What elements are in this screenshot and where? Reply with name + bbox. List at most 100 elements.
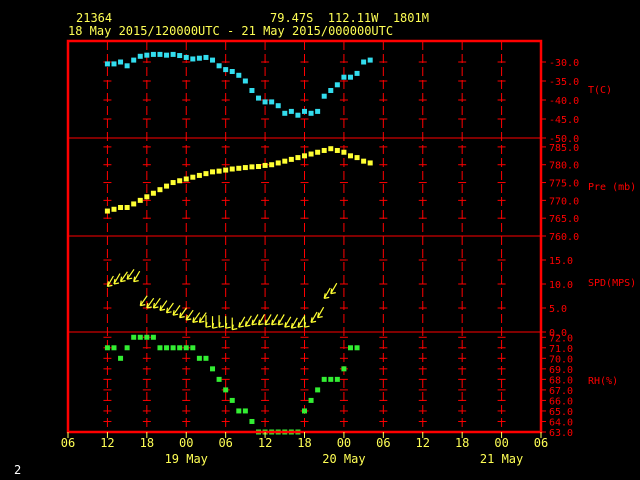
x-tick-label: 00: [337, 436, 351, 450]
wind-barb-head: [192, 320, 198, 323]
temperature-point: [302, 108, 307, 114]
wind-barb-head: [245, 324, 251, 327]
pressure-point: [269, 162, 275, 168]
humidity-point: [328, 376, 334, 382]
wind-barb-head: [251, 319, 254, 325]
temperature-point: [164, 52, 170, 58]
temperature-point: [124, 63, 130, 69]
temperature-tick-label: -40.0: [549, 96, 579, 107]
pressure-point: [170, 180, 176, 186]
wind-barb-head: [140, 304, 146, 307]
wind-barb-head: [205, 322, 208, 328]
page-number: 2: [14, 463, 22, 477]
humidity-point: [216, 376, 222, 382]
humidity-point: [321, 376, 327, 382]
wind-barb-head: [264, 319, 267, 325]
wind-barb-head: [205, 325, 212, 328]
pressure-point: [216, 168, 222, 174]
temperature-point: [111, 61, 117, 67]
temperature-point: [242, 78, 248, 84]
wind-barb-head: [290, 323, 293, 329]
wind-barb-head: [291, 326, 297, 329]
wind-barb: [159, 300, 168, 311]
wind-barb-head: [133, 276, 136, 282]
temperature-point: [223, 67, 229, 73]
temperature-tick-label: -30.0: [549, 58, 579, 69]
x-tick-label: 06: [61, 436, 75, 450]
wind-barb: [133, 270, 141, 282]
x-tick-label: 12: [100, 436, 114, 450]
wind-barb-head: [153, 306, 159, 309]
wind-barb: [139, 295, 148, 306]
x-tick-label: 06: [376, 436, 390, 450]
temperature-point: [118, 59, 124, 65]
wind-barb: [297, 316, 305, 328]
humidity-point: [203, 355, 209, 361]
humidity-point: [341, 366, 347, 372]
humidity-tick-label: 67.0: [549, 386, 573, 397]
pressure-point: [341, 149, 347, 155]
wind-barb: [172, 305, 181, 316]
humidity-point: [170, 345, 176, 351]
time-period: 18 May 2015/120000UTC - 21 May 2015/0000…: [68, 24, 394, 38]
pressure-point: [210, 169, 216, 175]
wind-barb-head: [179, 316, 185, 319]
wind-barb-head: [304, 325, 310, 328]
pressure-point: [367, 160, 373, 166]
pressure-point: [334, 147, 340, 153]
wind-barb: [166, 302, 174, 314]
wind-barb-head: [186, 318, 192, 321]
humidity-point: [229, 397, 235, 403]
temperature-point: [210, 57, 216, 63]
wind-barb: [179, 307, 188, 318]
temperature-point: [183, 54, 189, 60]
humidity-point: [118, 355, 124, 361]
humidity-tick-label: 65.0: [549, 407, 573, 418]
pressure-point: [242, 165, 248, 171]
pressure-point: [177, 178, 183, 184]
wind-barb-head: [238, 322, 241, 328]
x-tick-label: 00: [494, 436, 508, 450]
pressure-tick-label: 760.0: [549, 232, 579, 243]
pressure-tick-label: 780.0: [549, 161, 579, 172]
wind-barb: [310, 311, 318, 323]
wind-barb-head: [211, 323, 215, 329]
pressure-point: [164, 183, 170, 189]
temperature-point: [282, 110, 288, 116]
pressure-point: [328, 146, 334, 152]
wind-barb-head: [330, 292, 336, 295]
wind-barb-head: [258, 323, 264, 326]
pressure-point: [275, 160, 281, 166]
temperature-point: [137, 53, 143, 59]
temperature-point: [315, 108, 321, 114]
humidity-point: [124, 345, 130, 351]
temperature-point: [203, 54, 209, 60]
x-tick-label: 06: [534, 436, 548, 450]
wind-barb-head: [225, 323, 228, 329]
pressure-point: [144, 194, 150, 200]
wind-barb: [152, 297, 161, 309]
wind-barb: [323, 287, 331, 299]
wind-barb-head: [231, 324, 234, 330]
wind-tick-label: 10.0: [549, 280, 573, 291]
temperature-tick-label: -50.0: [549, 134, 579, 145]
pressure-point: [118, 204, 124, 210]
wind-barb: [192, 312, 201, 323]
pressure-point: [256, 164, 262, 170]
temperature-point: [256, 95, 262, 101]
humidity-point: [164, 345, 170, 351]
wind-barb: [238, 316, 246, 328]
wind-barb-head: [192, 317, 195, 323]
wind-barb-head: [310, 320, 317, 323]
wind-barb-head: [310, 317, 313, 323]
wind-barb-head: [152, 302, 155, 309]
wind-barb-head: [271, 319, 274, 325]
wind-barb-head: [126, 274, 129, 280]
temperature-point: [104, 61, 110, 67]
wind-barb: [290, 317, 298, 329]
temperature-tick-label: -35.0: [549, 77, 579, 88]
wind-barb: [317, 306, 325, 318]
temperature-point: [196, 55, 202, 61]
temperature-point: [367, 57, 373, 63]
pressure-tick-label: 770.0: [549, 196, 579, 207]
